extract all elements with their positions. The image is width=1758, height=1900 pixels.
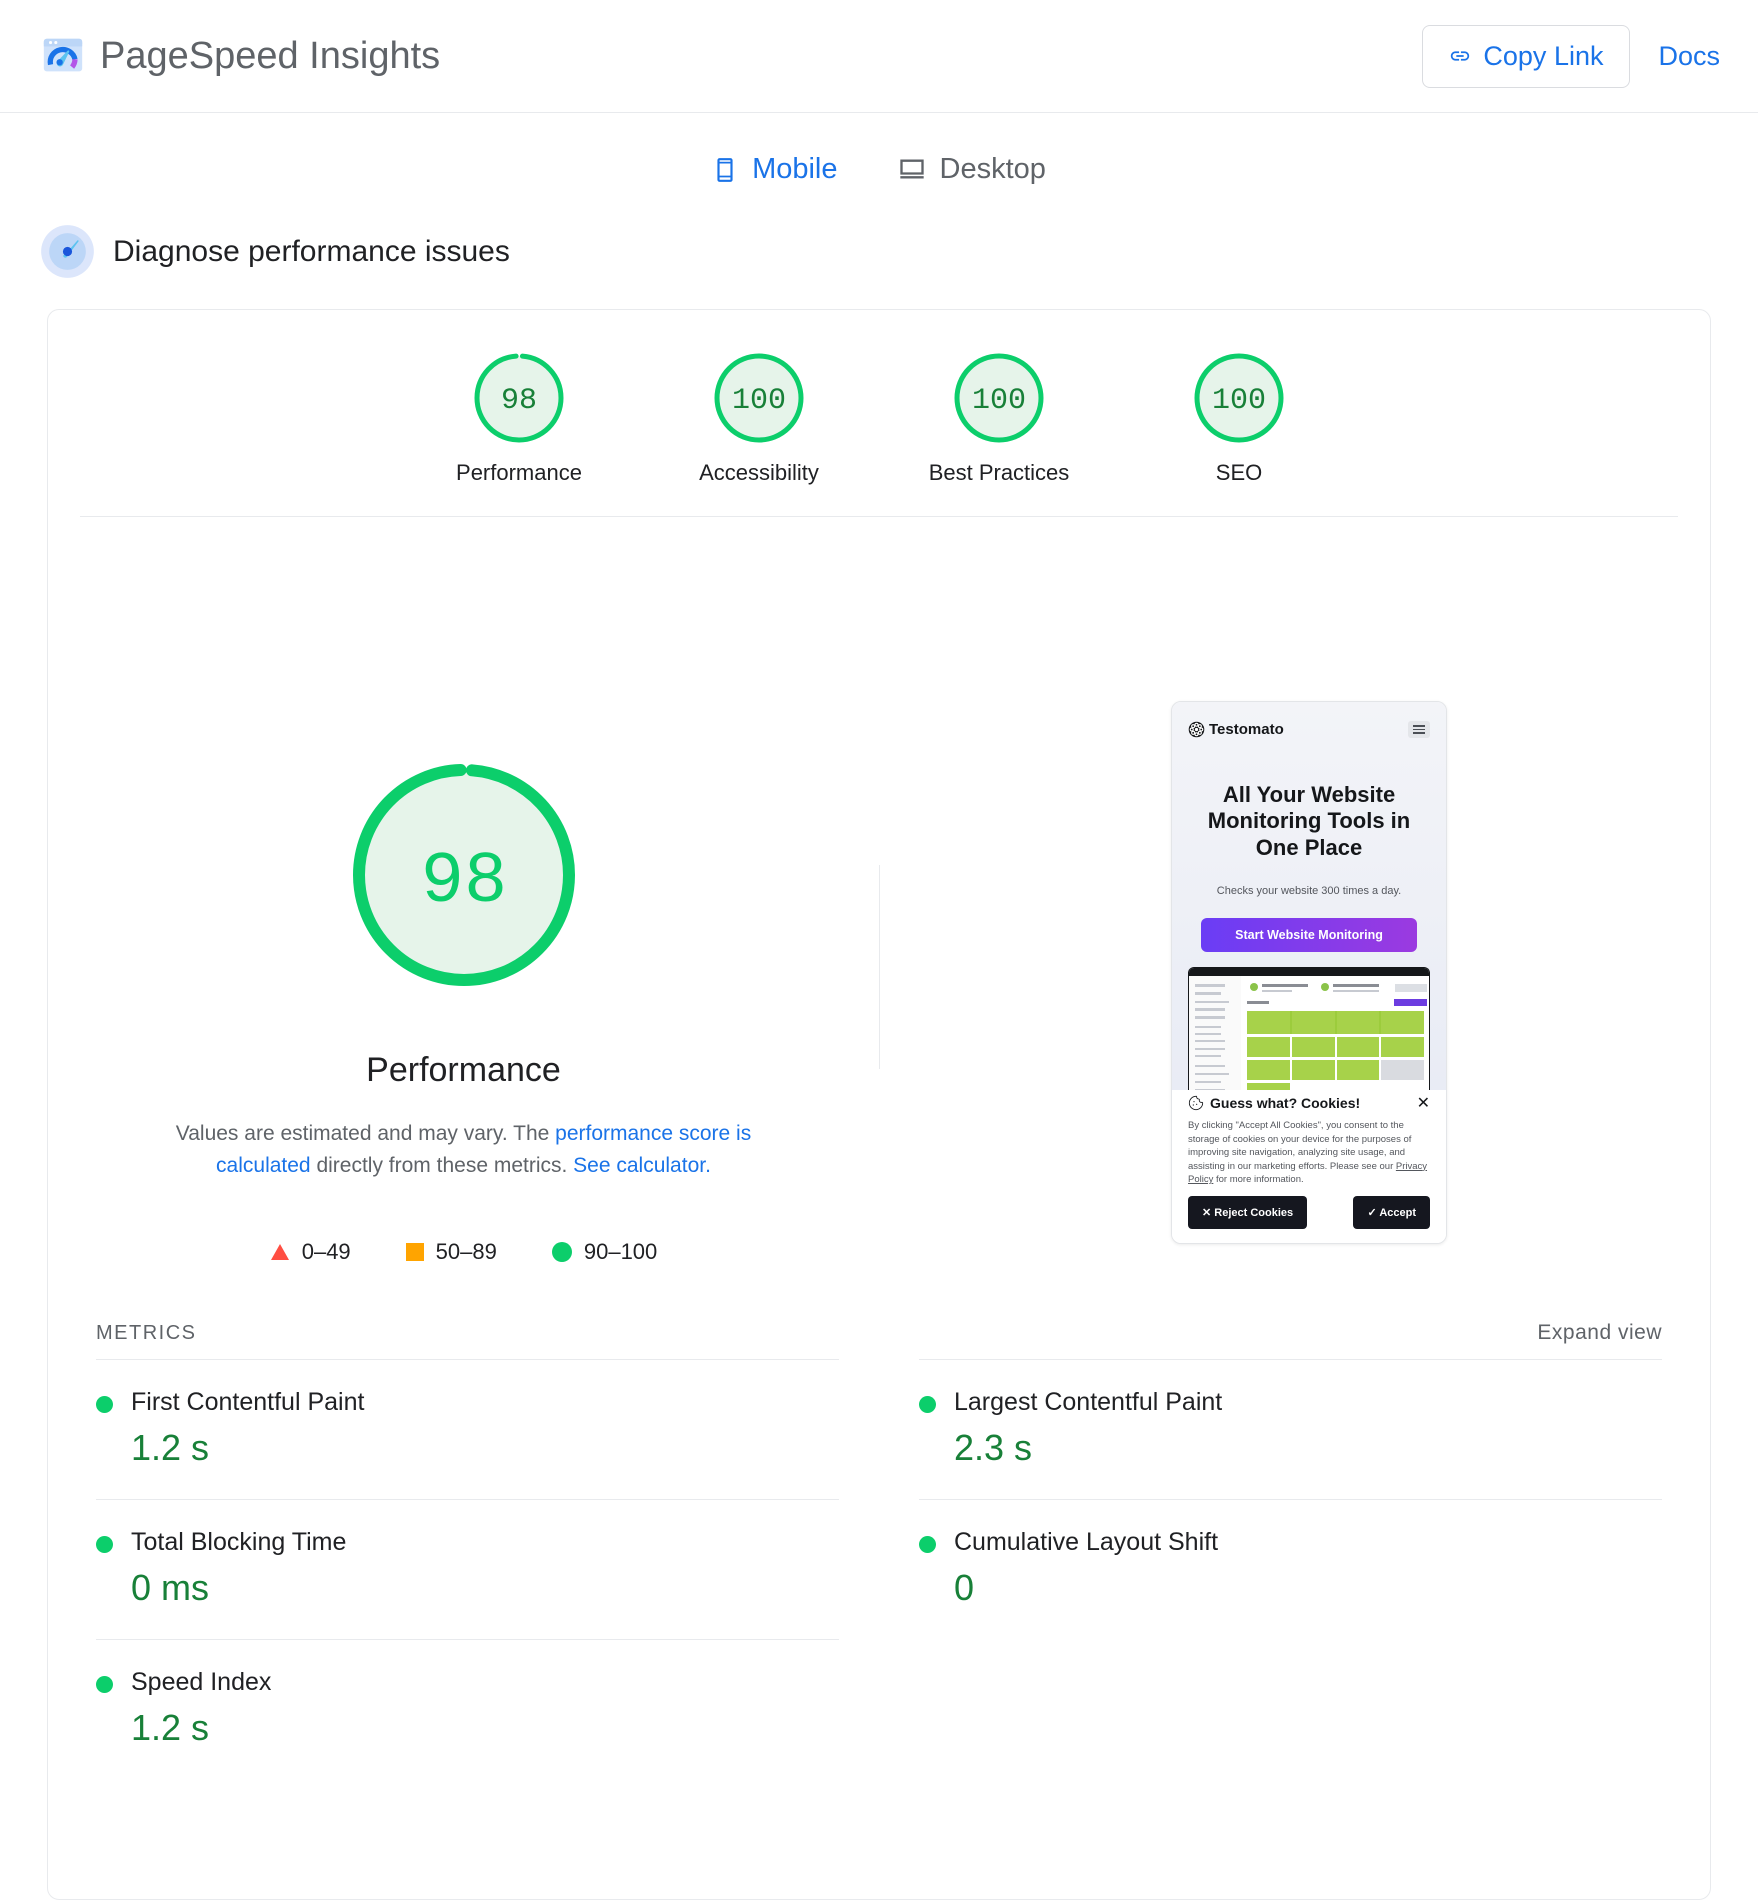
svg-text:98: 98: [420, 841, 506, 923]
svg-text:100: 100: [972, 384, 1026, 418]
svg-text:98: 98: [501, 384, 537, 418]
svg-text:100: 100: [732, 384, 786, 418]
svg-text:100: 100: [1212, 384, 1266, 418]
